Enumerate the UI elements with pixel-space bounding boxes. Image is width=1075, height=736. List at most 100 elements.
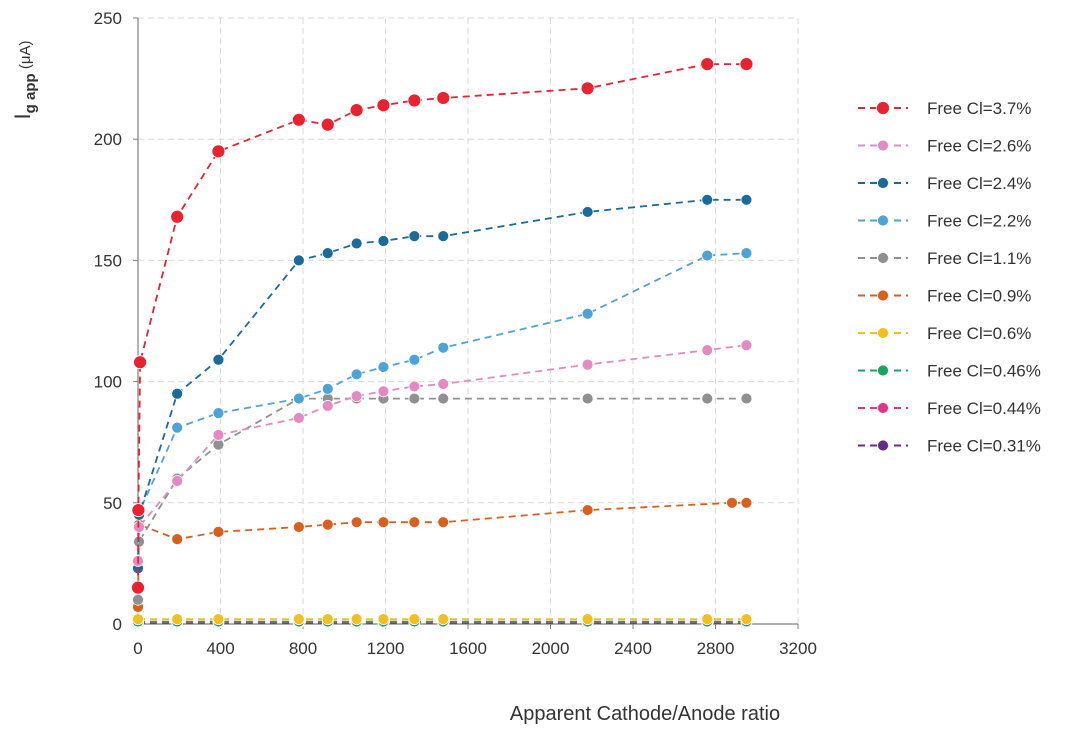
data-point xyxy=(291,112,306,127)
x-tick-label: 800 xyxy=(289,639,317,658)
legend: Free Cl=3.7% Free Cl=2.6% Free Cl=2.4% Free… xyxy=(858,99,1041,456)
data-point xyxy=(321,518,334,531)
x-axis-title: Apparent Cathode/Anode ratio xyxy=(510,703,780,725)
data-point xyxy=(131,580,145,595)
legend-marker xyxy=(877,289,889,302)
y-axis-title-unit: (μA) xyxy=(17,41,34,74)
data-point xyxy=(292,392,305,405)
data-point xyxy=(408,353,421,366)
data-point xyxy=(739,57,754,71)
legend-item: Free Cl=0.31% xyxy=(858,437,1041,456)
legend-label: Free Cl=2.6% xyxy=(927,137,1031,156)
data-point xyxy=(212,525,225,538)
data-point xyxy=(171,387,184,400)
legend-label: Free Cl=1.1% xyxy=(927,249,1031,268)
y-tick-label: 0 xyxy=(113,615,122,634)
legend-item: Free Cl=0.46% xyxy=(858,362,1041,381)
data-point xyxy=(581,392,594,405)
legend-marker xyxy=(877,402,889,414)
x-tick-label: 1200 xyxy=(367,639,405,658)
data-point xyxy=(376,98,391,113)
axes-layer: 0 400 800 1200 1600 2000 2400 2800 3200 0 50 100 150… xyxy=(94,9,817,658)
data-point xyxy=(349,103,364,118)
legend-marker xyxy=(876,101,890,115)
legend-marker xyxy=(877,439,889,452)
data-point xyxy=(377,516,390,529)
data-point xyxy=(408,230,421,243)
data-point xyxy=(437,392,450,405)
legend-item: Free Cl=0.9% xyxy=(858,287,1031,306)
legend-label: Free Cl=0.6% xyxy=(927,324,1031,343)
data-point xyxy=(350,390,363,403)
data-point xyxy=(292,254,305,267)
data-point xyxy=(320,117,335,132)
data-point xyxy=(132,613,144,626)
data-point xyxy=(377,613,390,626)
data-point xyxy=(740,496,753,509)
series-1 xyxy=(131,57,754,595)
data-point xyxy=(701,613,714,626)
data-point xyxy=(377,361,390,373)
data-point xyxy=(580,81,595,96)
data-point xyxy=(436,91,451,105)
data-point xyxy=(740,193,753,206)
data-point xyxy=(133,355,147,370)
data-point xyxy=(701,193,714,206)
data-point xyxy=(132,593,144,606)
data-point xyxy=(212,429,225,441)
y-axis-title: Ig app (μA) xyxy=(10,41,39,120)
data-point xyxy=(212,407,225,420)
series-5 xyxy=(132,392,753,606)
data-point xyxy=(377,235,390,247)
data-point xyxy=(377,385,390,398)
legend-item: Free Cl=0.6% xyxy=(858,324,1031,343)
legend-item: Free Cl=2.4% xyxy=(858,174,1031,193)
data-point xyxy=(321,247,334,260)
data-point xyxy=(437,341,450,354)
data-point xyxy=(350,237,363,250)
series-3 xyxy=(132,193,753,575)
data-point xyxy=(701,392,714,405)
y-tick-label: 150 xyxy=(94,251,122,270)
series-6 xyxy=(132,496,753,613)
data-point xyxy=(437,516,450,529)
series-line xyxy=(137,63,747,588)
data-point xyxy=(131,503,146,517)
data-point xyxy=(292,521,305,533)
x-tick-label: 0 xyxy=(133,639,142,658)
data-point xyxy=(437,378,450,390)
legend-marker xyxy=(877,214,889,227)
data-point xyxy=(700,57,715,71)
legend-label: Free Cl=2.2% xyxy=(927,212,1031,231)
series-line xyxy=(137,344,747,562)
data-point xyxy=(350,368,363,381)
legend-item: Free Cl=0.44% xyxy=(858,399,1041,418)
data-point xyxy=(321,399,334,412)
data-point xyxy=(740,339,753,352)
data-point xyxy=(437,613,450,626)
data-point xyxy=(581,358,594,371)
data-point xyxy=(292,613,305,626)
data-point xyxy=(408,392,421,405)
legend-marker xyxy=(877,252,889,264)
data-point xyxy=(408,613,421,626)
x-tick-label: 3200 xyxy=(779,639,817,658)
legend-label: Free Cl=0.31% xyxy=(927,437,1041,456)
data-point xyxy=(171,475,184,487)
legend-label: Free Cl=3.7% xyxy=(927,99,1031,118)
data-point xyxy=(292,412,305,424)
data-point xyxy=(701,249,714,262)
legend-item: Free Cl=2.6% xyxy=(858,137,1031,156)
legend-marker xyxy=(877,177,889,189)
data-point xyxy=(350,516,363,529)
series-4 xyxy=(132,247,753,572)
series-line xyxy=(137,397,747,600)
data-point xyxy=(740,247,753,260)
legend-marker xyxy=(877,327,889,339)
data-point xyxy=(350,613,363,626)
data-point xyxy=(581,307,594,320)
data-point xyxy=(408,380,421,393)
data-point xyxy=(701,344,714,356)
